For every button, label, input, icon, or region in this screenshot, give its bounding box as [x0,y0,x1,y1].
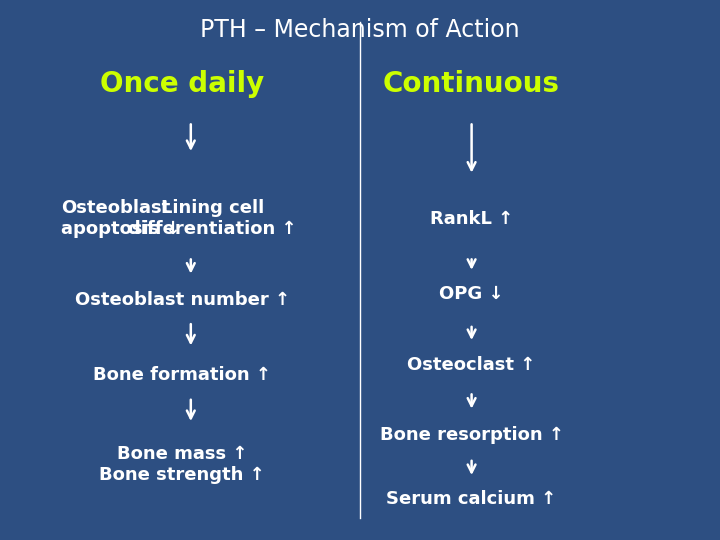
Text: RankL ↑: RankL ↑ [430,210,513,228]
Text: Osteoblast
apoptosis ↓: Osteoblast apoptosis ↓ [61,199,181,238]
Text: Continuous: Continuous [383,70,560,98]
Text: OPG ↓: OPG ↓ [439,285,504,303]
Text: Once daily: Once daily [100,70,264,98]
Text: Lining cell
differentiation ↑: Lining cell differentiation ↑ [128,199,297,238]
Text: Bone mass ↑
Bone strength ↑: Bone mass ↑ Bone strength ↑ [99,445,265,484]
Text: Osteoclast ↑: Osteoclast ↑ [408,355,536,374]
Text: Osteoblast number ↑: Osteoblast number ↑ [75,291,289,309]
Text: Bone formation ↑: Bone formation ↑ [93,366,271,384]
Text: PTH – Mechanism of Action: PTH – Mechanism of Action [200,18,520,42]
Text: Serum calcium ↑: Serum calcium ↑ [387,490,557,509]
Text: Bone resorption ↑: Bone resorption ↑ [379,426,564,444]
